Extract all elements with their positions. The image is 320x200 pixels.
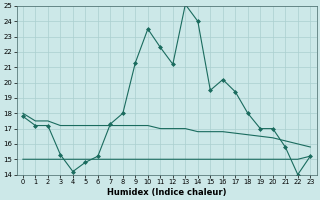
X-axis label: Humidex (Indice chaleur): Humidex (Indice chaleur) bbox=[107, 188, 226, 197]
